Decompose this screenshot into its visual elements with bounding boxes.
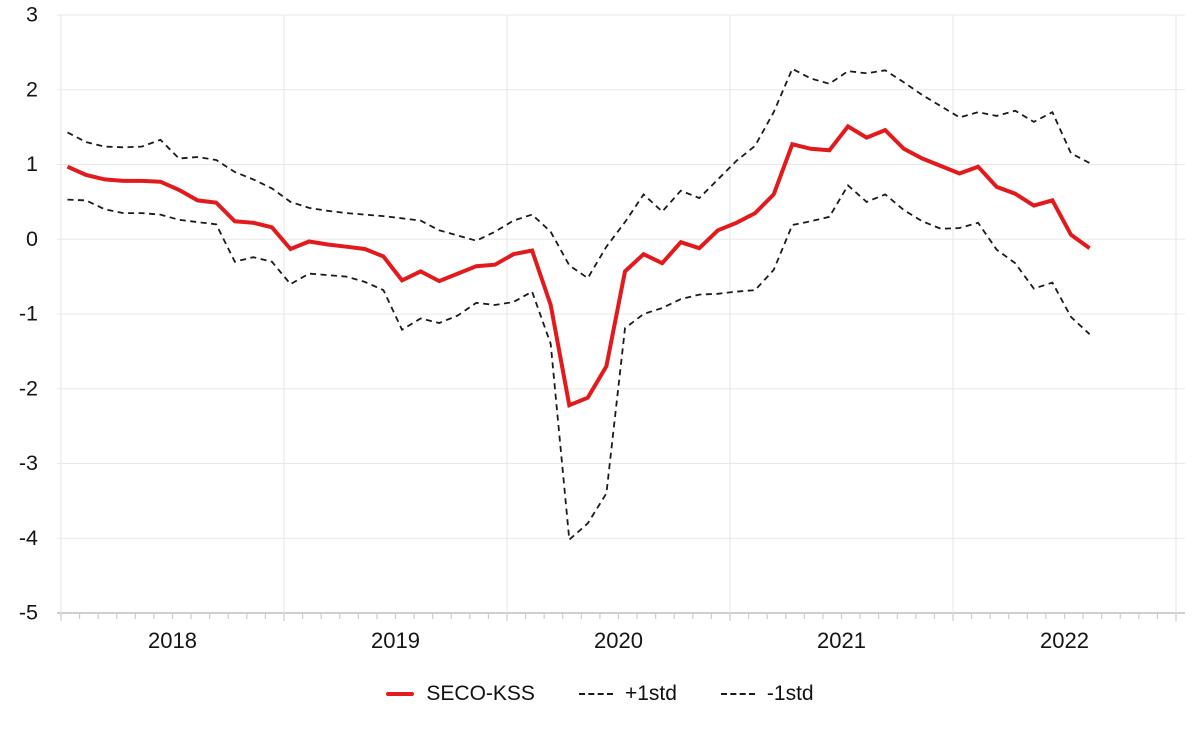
- y-axis-tick-label: -1: [19, 302, 38, 326]
- y-axis-tick-label: -4: [19, 526, 38, 550]
- y-axis-tick-label: 1: [26, 152, 38, 176]
- x-axis-year-label: 2021: [817, 628, 866, 653]
- legend-swatch-solid-red: [386, 692, 415, 696]
- legend-item-plus1std: +1std: [578, 682, 677, 706]
- chart-legend: SECO-KSS +1std -1std: [0, 682, 1200, 706]
- y-axis-tick-label: -2: [19, 376, 38, 400]
- x-axis-year-label: 2022: [1040, 628, 1089, 653]
- legend-item-minus1std: -1std: [720, 682, 814, 706]
- y-axis-tick-label: 2: [26, 77, 38, 101]
- series-line-minus1std: [67, 184, 1091, 542]
- legend-label-plus1std: +1std: [624, 682, 677, 705]
- legend-item-seco-kss: SECO-KSS: [386, 682, 535, 706]
- legend-swatch-dashed-plus: [578, 693, 613, 695]
- y-axis-tick-label: 3: [26, 3, 38, 27]
- x-axis-year-label: 2019: [371, 628, 420, 653]
- series-line-plus1std: [67, 67, 1091, 280]
- y-axis-tick-label: -3: [19, 451, 38, 475]
- legend-label-seco-kss: SECO-KSS: [426, 682, 535, 705]
- y-axis-tick-label: 0: [26, 227, 38, 251]
- plot-area: 3 2 1 0 -1 -2 -3 -4 -5 2018 2019 2020 2021 2022: [19, 3, 1185, 653]
- x-axis-year-label: 2020: [594, 628, 643, 653]
- y-axis-tick-label: -5: [19, 601, 38, 625]
- legend-label-minus1std: -1std: [766, 682, 814, 705]
- series-line-seco-kss: [66, 123, 1091, 408]
- legend-swatch-dashed-minus: [720, 693, 755, 695]
- x-axis-year-label: 2018: [148, 628, 197, 653]
